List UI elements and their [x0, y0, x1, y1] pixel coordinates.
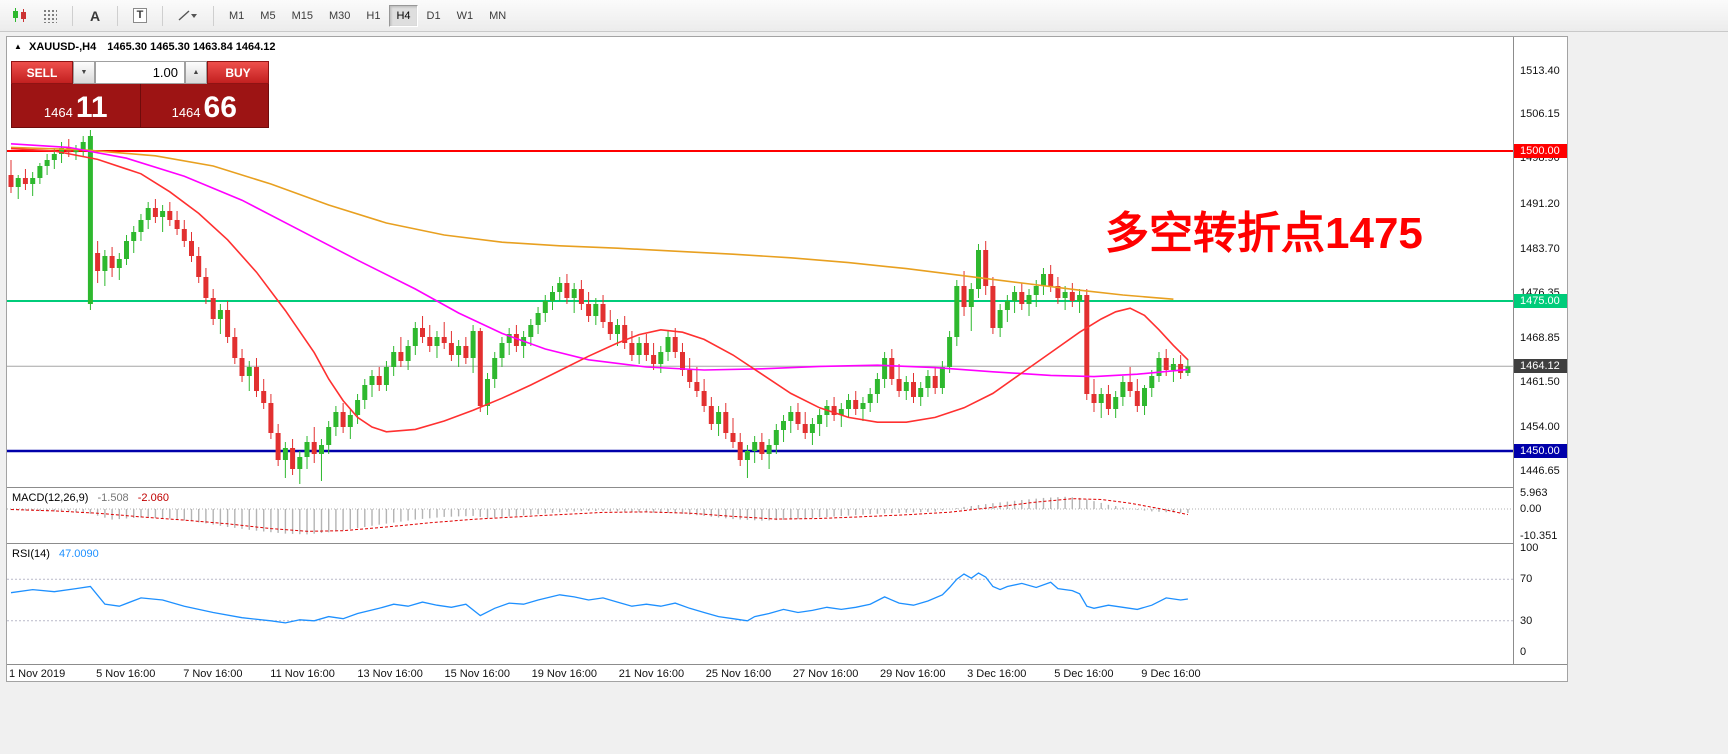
- sell-price-big: 11: [75, 91, 108, 124]
- chevron-down-icon: [191, 13, 197, 18]
- time-axis-label: 11 Nov 16:00: [270, 668, 335, 680]
- symbol-label: XAUUSD-,H4: [28, 41, 97, 53]
- chart-window: ▲ XAUUSD-,H4 1465.30 1465.30 1463.84 146…: [6, 36, 1568, 682]
- time-axis-label: 21 Nov 16:00: [618, 668, 685, 680]
- time-axis-label: 25 Nov 16:00: [705, 668, 772, 680]
- price-tick: 1506.15: [1520, 108, 1560, 121]
- chart-annotation-text[interactable]: 多空转折点1475: [1105, 209, 1423, 258]
- time-axis-label: 1 Nov 2019: [9, 668, 66, 680]
- toolbar-separator: [162, 5, 163, 26]
- price-level-badge: 1475.00: [1514, 294, 1567, 308]
- time-axis-label: 15 Nov 16:00: [444, 668, 510, 680]
- macd-label: MACD(12,26,9) -1.508 -2.060: [12, 492, 169, 504]
- price-level-badge: 1450.00: [1514, 444, 1567, 458]
- time-axis-label: 3 Dec 16:00: [967, 668, 1027, 680]
- timeframe-w1-button[interactable]: W1: [450, 5, 481, 27]
- rsi-name: RSI(14): [12, 548, 50, 560]
- macd-name: MACD(12,26,9): [12, 492, 89, 504]
- chevron-up-icon: ▲: [192, 69, 200, 76]
- price-tick: 1513.40: [1520, 64, 1560, 77]
- text-box-icon: T: [132, 8, 148, 23]
- trade-panel-divider: [139, 84, 141, 127]
- macd-signal-value: -2.060: [137, 492, 169, 504]
- time-axis-label: 27 Nov 16:00: [792, 668, 859, 680]
- toolbar-separator: [213, 5, 214, 26]
- rsi-value: 47.0090: [58, 548, 99, 560]
- buy-price-small: 1464: [171, 105, 201, 120]
- time-axis-label: 29 Nov 16:00: [880, 668, 946, 680]
- timeframe-d1-button[interactable]: D1: [420, 5, 448, 27]
- rsi-scale-tick: 30: [1520, 614, 1533, 627]
- buy-button[interactable]: BUY: [207, 61, 269, 84]
- timeframe-m15-button[interactable]: M15: [285, 5, 320, 27]
- collapse-panel-icon[interactable]: ▲: [14, 42, 22, 51]
- trade-panel-prices: 1464 11 1464 66: [11, 84, 269, 128]
- macd-scale-tick: 5.963: [1520, 487, 1548, 500]
- toolbar-separator: [117, 5, 118, 26]
- rsi-scale-tick: 0: [1520, 646, 1527, 658]
- price-level-badge: 1500.00: [1514, 144, 1567, 158]
- rsi-scale-tick: 100: [1520, 542, 1539, 554]
- indicator-list-button[interactable]: [36, 4, 64, 28]
- toolbar: A T M1 M5 M15 M30 H1 H4 D1 W1 MN: [0, 0, 1728, 32]
- price-tick: 1483.70: [1520, 242, 1560, 255]
- candlestick-chart-icon: [13, 8, 26, 22]
- text-tool-button[interactable]: A: [81, 4, 109, 28]
- buy-price[interactable]: 1464 66: [141, 84, 269, 127]
- volume-input[interactable]: [95, 61, 185, 84]
- timeframe-m30-button[interactable]: M30: [322, 5, 357, 27]
- one-click-trading-panel: SELL ▼ ▲ BUY 1464 11 1464 66: [11, 61, 269, 128]
- rsi-scale-tick: 70: [1520, 573, 1533, 586]
- time-axis-label: 9 Dec 16:00: [1141, 668, 1201, 680]
- price-axis[interactable]: 1513.401506.151498.901491.201483.701476.…: [1514, 37, 1567, 664]
- sell-price[interactable]: 1464 11: [12, 84, 140, 127]
- timeframe-m1-button[interactable]: M1: [222, 5, 251, 27]
- chart-canvas[interactable]: [7, 37, 1568, 682]
- chevron-down-icon: ▼: [80, 69, 88, 76]
- price-tick: 1461.50: [1520, 376, 1560, 388]
- draw-line-icon: [178, 9, 197, 21]
- time-axis[interactable]: 1 Nov 2019 5 Nov 16:00 7 Nov 16:00 11 Nov 1…: [7, 665, 1567, 681]
- toolbar-separator: [72, 5, 73, 26]
- price-level-badge: 1464.12: [1514, 359, 1567, 374]
- text-a-icon: A: [89, 7, 101, 24]
- macd-scale-tick: -10.351: [1520, 530, 1558, 543]
- sell-price-small: 1464: [43, 105, 73, 120]
- shapes-tool-button[interactable]: [171, 4, 205, 28]
- rsi-label: RSI(14) 47.0090: [12, 548, 99, 560]
- macd-main-value: -1.508: [97, 492, 129, 504]
- sell-button[interactable]: SELL: [11, 61, 73, 84]
- price-tick: 1446.65: [1520, 465, 1560, 478]
- ohlc-title: ▲ XAUUSD-,H4 1465.30 1465.30 1463.84 146…: [14, 41, 276, 53]
- trade-panel-controls: SELL ▼ ▲ BUY: [11, 61, 269, 84]
- time-axis-label: 13 Nov 16:00: [357, 668, 423, 680]
- price-tick: 1468.85: [1520, 331, 1560, 344]
- timeframe-h1-button[interactable]: H1: [359, 5, 387, 27]
- time-axis-label: 5 Dec 16:00: [1054, 668, 1114, 680]
- ohlc-values: 1465.30 1465.30 1463.84 1464.12: [107, 41, 276, 53]
- timeframe-m5-button[interactable]: M5: [253, 5, 282, 27]
- timeframe-mn-button[interactable]: MN: [482, 5, 513, 27]
- macd-scale-tick: 0.00: [1520, 503, 1542, 515]
- grid-icon: [43, 8, 57, 23]
- buy-price-big: 66: [203, 91, 237, 124]
- time-axis-label: 19 Nov 16:00: [531, 668, 598, 680]
- textbox-tool-button[interactable]: T: [126, 4, 154, 28]
- volume-increase-button[interactable]: ▲: [185, 61, 207, 84]
- time-axis-label: 5 Nov 16:00: [96, 668, 156, 680]
- price-tick: 1491.20: [1520, 197, 1560, 210]
- price-tick: 1454.00: [1520, 421, 1560, 433]
- time-axis-label: 7 Nov 16:00: [183, 668, 243, 680]
- volume-decrease-button[interactable]: ▼: [73, 61, 95, 84]
- timeframe-h4-button[interactable]: H4: [389, 4, 418, 27]
- chart-type-button[interactable]: [6, 4, 34, 28]
